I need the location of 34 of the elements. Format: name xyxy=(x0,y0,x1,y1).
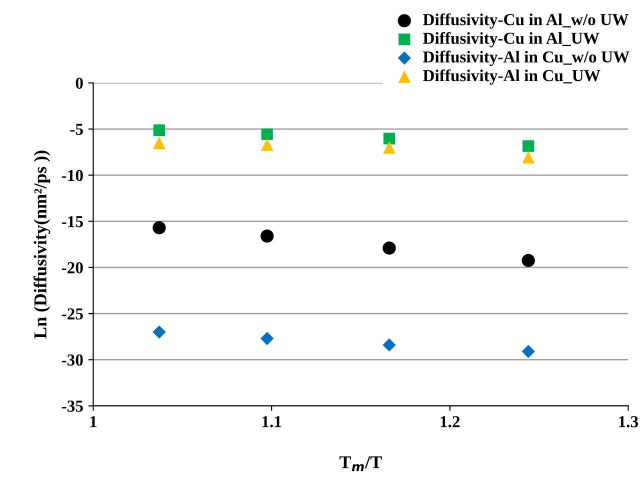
point xyxy=(382,338,396,352)
x-axis-title: T$_{m}$/T xyxy=(340,456,382,472)
y-tick-label: -20 xyxy=(62,262,83,274)
y-tick-label: -35 xyxy=(62,400,83,412)
point xyxy=(152,221,166,234)
point xyxy=(522,344,535,358)
legend-label: Diffusivity-Al in Cu_w/o UW xyxy=(423,50,630,66)
point xyxy=(153,124,166,136)
y-tick-label: 0 xyxy=(76,78,83,89)
x-tick-label: 1.1 xyxy=(262,416,282,428)
point xyxy=(152,325,166,339)
x-tick-label: 1.3 xyxy=(619,416,638,428)
point xyxy=(261,128,273,140)
y-tick-label: -30 xyxy=(62,354,83,366)
point xyxy=(382,241,396,255)
point xyxy=(260,229,274,243)
point xyxy=(522,254,535,268)
point xyxy=(260,332,274,346)
point xyxy=(383,132,396,144)
y-tick-label: -15 xyxy=(62,216,83,228)
point xyxy=(522,140,534,152)
point xyxy=(522,150,535,164)
y-tick-label: -25 xyxy=(62,308,83,320)
x-tick-label: 1.2 xyxy=(440,416,460,428)
point xyxy=(153,136,166,150)
legend-label: Diffusivity-Al in Cu_UW xyxy=(423,69,600,85)
legend-label: Diffusivity-Cu in Al_UW xyxy=(423,32,600,48)
point xyxy=(260,138,274,151)
point xyxy=(383,141,396,154)
y-tick-label: -5 xyxy=(70,124,83,135)
y-axis-title: Ln (Diffusivity(nm²/ps )) xyxy=(34,150,50,339)
y-tick-label: -10 xyxy=(62,170,83,182)
x-tick-label: 1 xyxy=(90,416,97,428)
legend-label: Diffusivity-Cu in Al_w/o UW xyxy=(423,13,628,29)
